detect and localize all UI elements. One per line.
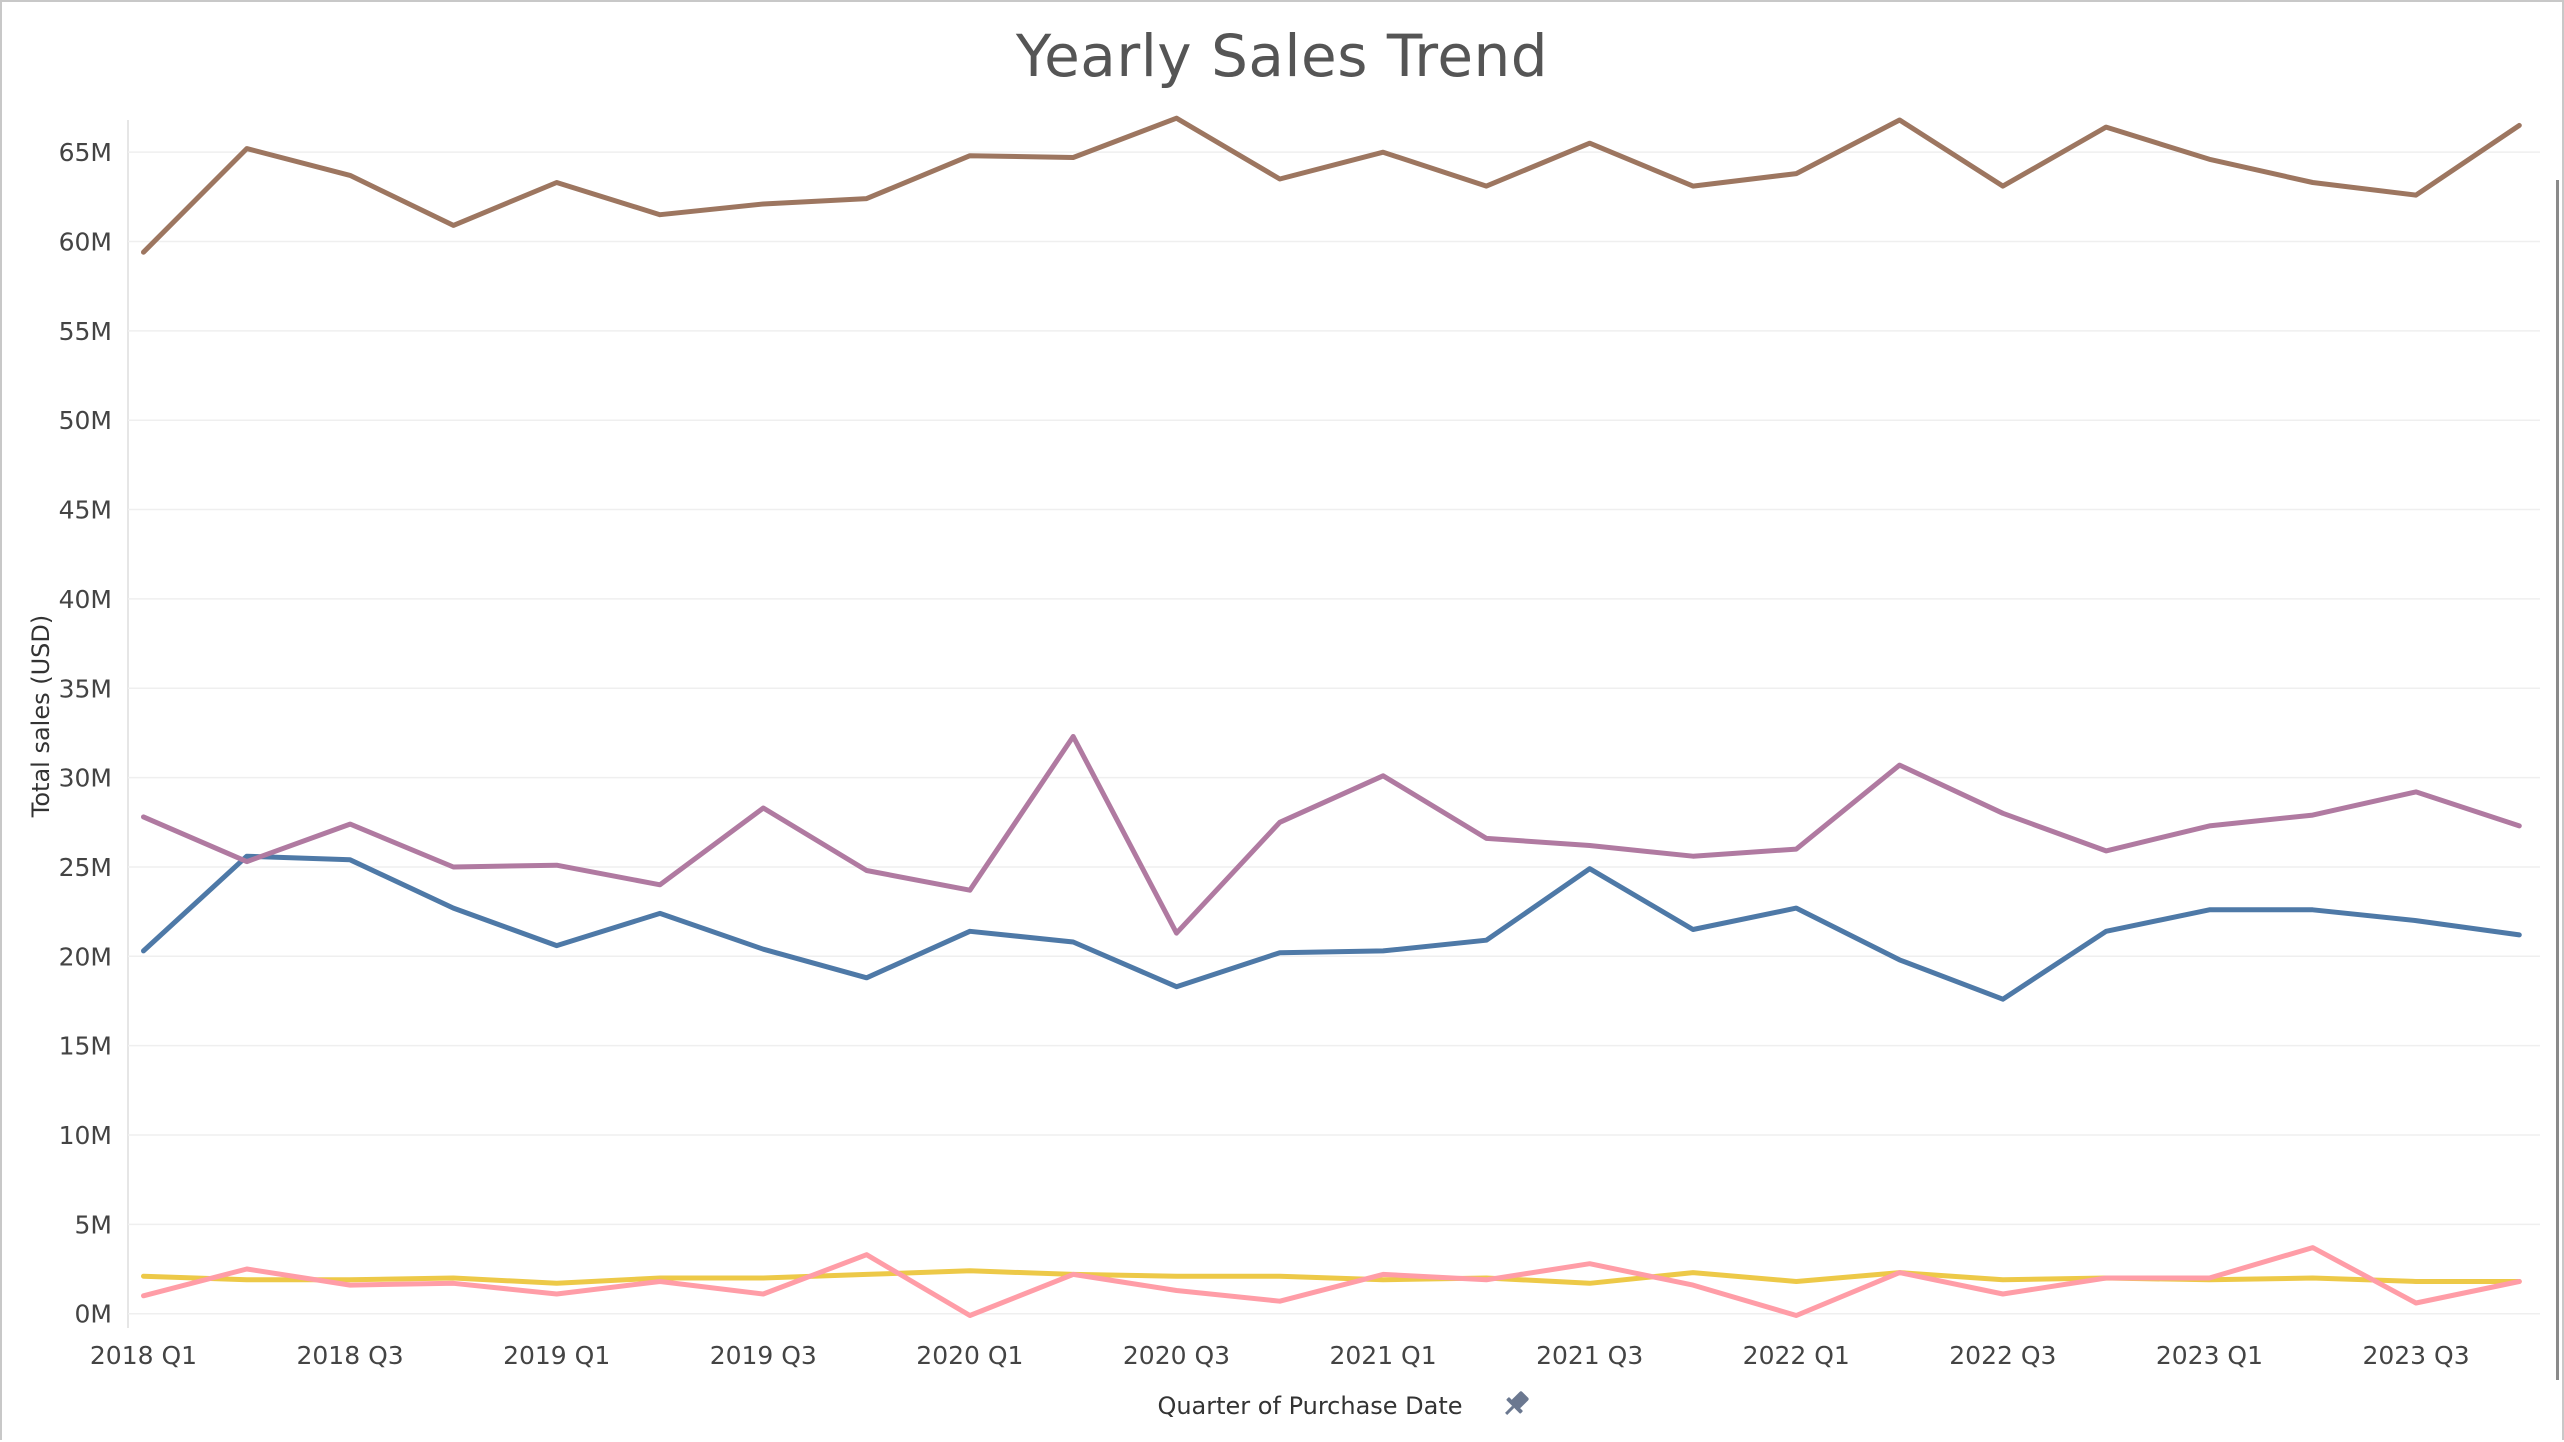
x-axis-ticks: 2018 Q1 2018 Q3 2019 Q1 2019 Q3 2020 Q1 2020 … <box>90 1341 2470 1370</box>
series-line-2[interactable] <box>141 853 2522 1002</box>
y-tick-label: 20M <box>59 942 112 971</box>
scrollbar[interactable] <box>2556 180 2559 1380</box>
y-axis-ticks: 0M 5M 10M 15M 20M 25M 30M 35M 40M 45M 50M 55M 60M 65M <box>59 138 112 1329</box>
y-axis-title: Total sales (USD) <box>27 615 55 818</box>
y-tick-label: 15M <box>59 1032 112 1061</box>
y-tick-label: 10M <box>59 1121 112 1150</box>
x-tick-label: 2022 Q1 <box>1743 1341 1850 1370</box>
y-tick-label: 65M <box>59 138 112 167</box>
y-tick-label: 0M <box>75 1300 112 1329</box>
y-tick-label: 35M <box>59 674 112 703</box>
x-tick-label: 2018 Q1 <box>90 1341 197 1370</box>
x-tick-label: 2019 Q1 <box>503 1341 610 1370</box>
series-lines <box>141 115 2522 1318</box>
y-tick-label: 30M <box>59 764 112 793</box>
x-tick-label: 2019 Q3 <box>710 1341 817 1370</box>
x-tick-label: 2023 Q3 <box>2362 1341 2469 1370</box>
y-tick-label: 40M <box>59 585 112 614</box>
pin-icon[interactable] <box>1499 1388 1532 1421</box>
y-tick-label: 25M <box>59 853 112 882</box>
series-line-1[interactable] <box>141 734 2522 936</box>
series-line-3[interactable] <box>141 1245 2522 1318</box>
x-tick-label: 2021 Q1 <box>1329 1341 1436 1370</box>
x-tick-label: 2020 Q3 <box>1123 1341 1230 1370</box>
y-tick-label: 50M <box>59 406 112 435</box>
gridlines <box>127 120 2540 1328</box>
y-tick-label: 60M <box>59 228 112 257</box>
y-tick-label: 55M <box>59 317 112 346</box>
x-axis-title[interactable]: Quarter of Purchase Date <box>1157 1392 1462 1420</box>
x-tick-label: 2018 Q3 <box>297 1341 404 1370</box>
series-line-0[interactable] <box>141 115 2522 255</box>
y-tick-label: 45M <box>59 496 112 525</box>
x-tick-label: 2020 Q1 <box>916 1341 1023 1370</box>
y-tick-label: 5M <box>75 1210 112 1239</box>
x-tick-label: 2022 Q3 <box>1949 1341 2056 1370</box>
x-tick-label: 2021 Q3 <box>1536 1341 1643 1370</box>
x-tick-label: 2023 Q1 <box>2156 1341 2263 1370</box>
chart-title: Yearly Sales Trend <box>1015 22 1549 90</box>
